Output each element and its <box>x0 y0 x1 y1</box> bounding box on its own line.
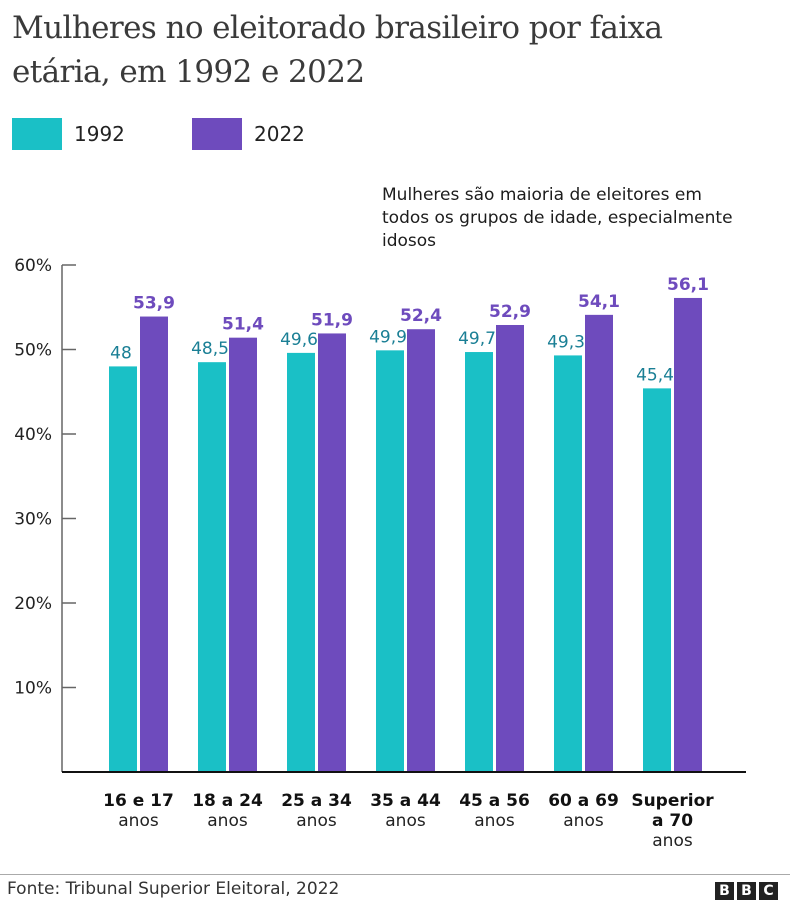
data-label-2022: 54,1 <box>578 292 620 312</box>
legend-label-2022: 2022 <box>254 122 305 146</box>
x-tick-label: 16 e 17 <box>103 791 174 811</box>
y-tick-label: 40% <box>14 425 52 445</box>
data-label-2022: 51,9 <box>311 310 353 330</box>
bar-1992 <box>554 355 582 772</box>
footer-divider <box>0 874 790 875</box>
data-label-1992: 49,3 <box>547 332 585 352</box>
x-tick-sublabel: anos <box>474 811 515 831</box>
bbc-logo-letter: B <box>737 882 756 900</box>
x-tick-sublabel: anos <box>652 831 693 851</box>
source-text: Fonte: Tribunal Superior Eleitoral, 2022 <box>7 879 340 899</box>
legend-label-1992: 1992 <box>74 122 125 146</box>
chart-title: Mulheres no eleitorado brasileiro por fa… <box>12 10 663 90</box>
legend-swatch-1992 <box>12 118 62 150</box>
bar-1992 <box>287 352 315 772</box>
bar-1992 <box>465 352 493 772</box>
x-tick-label: 45 a 56 <box>459 791 530 811</box>
legend-item-1992: 1992 <box>12 118 125 150</box>
data-label-1992: 49,7 <box>458 329 496 349</box>
x-tick-label: a 70 <box>652 811 693 831</box>
data-label-2022: 56,1 <box>667 275 709 295</box>
data-label-1992: 45,4 <box>636 365 674 385</box>
y-tick-label: 30% <box>14 510 52 530</box>
x-tick-sublabel: anos <box>296 811 337 831</box>
x-tick-sublabel: anos <box>207 811 248 831</box>
bar-1992 <box>109 366 137 772</box>
data-label-2022: 53,9 <box>133 294 175 314</box>
x-tick-label: 60 a 69 <box>548 791 619 811</box>
x-tick-label: 18 a 24 <box>192 791 263 811</box>
bar-2022 <box>229 337 257 772</box>
data-label-1992: 49,9 <box>369 327 407 347</box>
legend-item-2022: 2022 <box>192 118 305 150</box>
bar-2022 <box>674 297 702 772</box>
x-tick-sublabel: anos <box>563 811 604 831</box>
y-tick-label: 50% <box>14 341 52 361</box>
legend-swatch-2022 <box>192 118 242 150</box>
bar-2022 <box>318 333 346 772</box>
y-tick-label: 10% <box>14 679 52 699</box>
bar-2022 <box>496 324 524 772</box>
x-tick-sublabel: anos <box>385 811 426 831</box>
x-tick-label: 35 a 44 <box>370 791 441 811</box>
x-tick-label: Superior <box>631 791 714 811</box>
data-label-1992: 48,5 <box>191 339 229 359</box>
bbc-logo: B B C <box>715 882 778 900</box>
x-tick-label: 25 a 34 <box>281 791 352 811</box>
bar-1992 <box>643 388 671 772</box>
bar-1992 <box>376 350 404 772</box>
data-label-2022: 51,4 <box>222 315 264 335</box>
x-tick-sublabel: anos <box>118 811 159 831</box>
bar-1992 <box>198 362 226 772</box>
bar-2022 <box>585 314 613 772</box>
data-label-1992: 49,6 <box>280 330 318 350</box>
chart-annotation: Mulheres são maioria de eleitores em tod… <box>382 185 733 251</box>
bbc-logo-letter: C <box>759 882 778 900</box>
bar-2022 <box>407 329 435 772</box>
data-label-2022: 52,4 <box>400 306 442 326</box>
y-tick-label: 20% <box>14 594 52 614</box>
data-label-1992: 48 <box>110 343 132 363</box>
data-label-2022: 52,9 <box>489 302 531 322</box>
bbc-logo-letter: B <box>715 882 734 900</box>
bar-2022 <box>140 316 168 772</box>
y-tick-label: 60% <box>14 256 52 276</box>
